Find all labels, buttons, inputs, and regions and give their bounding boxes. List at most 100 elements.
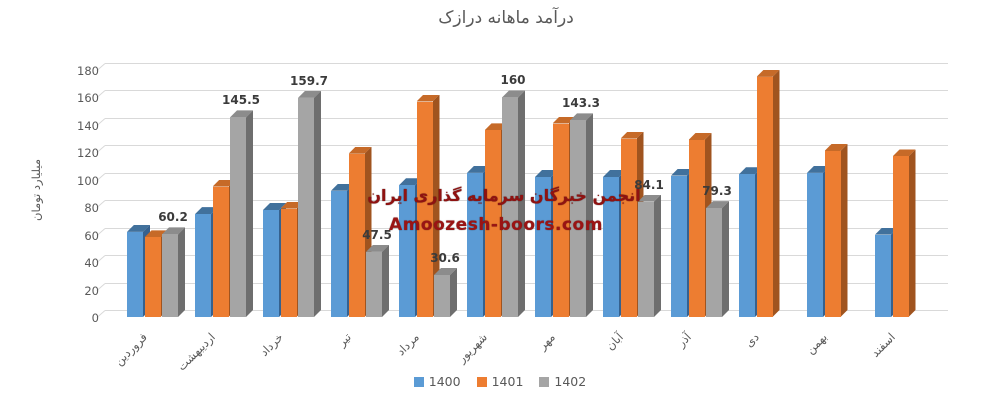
bar-top-face-1401[interactable] — [824, 143, 848, 151]
bar-side-face-1401[interactable] — [773, 70, 780, 317]
bar-top-face-1402[interactable] — [638, 194, 661, 202]
series-bar-1400[interactable] — [603, 177, 619, 317]
series-bar-1401[interactable] — [144, 237, 161, 317]
series-bar-1400[interactable] — [331, 190, 347, 317]
x-axis-tick-label: مرداد — [393, 330, 422, 359]
bar-side-face-1402[interactable] — [314, 91, 321, 317]
legend-swatch-icon — [413, 376, 424, 387]
bar-side-face-1402[interactable] — [246, 110, 253, 317]
bar-top-face-1401[interactable] — [348, 146, 372, 154]
bar-top-face-1401[interactable] — [416, 94, 440, 102]
series-bar-1401[interactable] — [824, 150, 841, 317]
bar-top-face-1401[interactable] — [212, 179, 236, 187]
bar-top-face-1402[interactable] — [434, 268, 457, 275]
bar-top-face-1402[interactable] — [502, 90, 525, 98]
bar-top-face-1400[interactable] — [263, 202, 286, 210]
bar-side-face-1402[interactable] — [382, 245, 389, 317]
bar-side-face-1402[interactable] — [722, 201, 729, 317]
series-bar-1401[interactable] — [892, 156, 909, 317]
x-axis-tick-label: تیر — [334, 330, 354, 350]
bar-top-face-1400[interactable] — [739, 167, 762, 175]
series-bar-1400[interactable] — [399, 185, 415, 317]
y-axis-tick-label: 120 — [77, 146, 99, 161]
series-bar-1401[interactable] — [552, 123, 569, 317]
series-bar-1400[interactable] — [535, 177, 551, 317]
series-bar-1402[interactable] — [230, 117, 246, 317]
bar-top-face-1400[interactable] — [603, 170, 626, 178]
legend-item-1401[interactable]: 1401 — [476, 374, 524, 389]
bar-top-face-1400[interactable] — [467, 165, 490, 173]
bar-top-face-1400[interactable] — [399, 178, 422, 186]
series-bar-1400[interactable] — [127, 231, 143, 317]
series-bar-1401[interactable] — [212, 186, 229, 317]
series-bar-1401[interactable] — [688, 139, 705, 317]
series-bar-1402[interactable] — [638, 201, 654, 317]
series-bar-1401[interactable] — [280, 208, 297, 317]
y-axis-tick-label: 140 — [77, 118, 99, 133]
bar-top-face-1400[interactable] — [195, 207, 218, 215]
bar-side-face-1402[interactable] — [654, 195, 661, 317]
legend-item-1402[interactable]: 1402 — [539, 374, 586, 389]
series-bar-1400[interactable] — [739, 174, 755, 317]
x-axis-tick-label: فروردین — [111, 330, 150, 369]
bar-top-face-1402[interactable] — [366, 244, 389, 252]
bar-top-face-1402[interactable] — [298, 90, 321, 98]
series-bar-1400[interactable] — [875, 234, 891, 317]
bar-top-face-1400[interactable] — [875, 227, 898, 235]
series-bar-1401[interactable] — [416, 101, 433, 317]
legend-item-1400[interactable]: 1400 — [413, 374, 461, 389]
series-bar-1401[interactable] — [484, 130, 501, 317]
x-axis-tick-label: آبان — [603, 330, 626, 353]
bar-top-face-1402[interactable] — [230, 110, 253, 118]
series-bar-1402[interactable] — [706, 208, 722, 317]
bar-top-face-1401[interactable] — [552, 116, 576, 124]
bar-top-face-1401[interactable] — [484, 123, 508, 131]
bar-top-face-1401[interactable] — [620, 131, 644, 139]
bar-side-face-1401[interactable] — [841, 144, 848, 317]
series-bar-1402[interactable] — [502, 97, 518, 317]
gridline — [105, 200, 948, 202]
bar-side-face-1401[interactable] — [365, 147, 372, 317]
x-axis-tick-label: شهریور — [454, 330, 490, 366]
legend-label: 1401 — [491, 374, 524, 389]
series-bar-1402[interactable] — [434, 275, 450, 317]
bar-top-face-1402[interactable] — [570, 113, 593, 121]
bar-top-face-1400[interactable] — [807, 165, 830, 173]
series-bar-1400[interactable] — [195, 214, 211, 317]
chart-legend: 1400 1401 1402 — [8, 374, 984, 389]
bar-side-face-1401[interactable] — [909, 149, 916, 317]
bar-side-face-1402[interactable] — [586, 113, 593, 317]
bar-top-face-1400[interactable] — [671, 168, 694, 176]
bar-top-face-1400[interactable] — [535, 170, 558, 178]
series-bar-1402[interactable] — [366, 251, 382, 317]
bar-side-face-1402[interactable] — [518, 90, 525, 317]
series-bar-1402[interactable] — [298, 97, 314, 317]
series-bar-1401[interactable] — [620, 138, 637, 317]
bar-top-face-1402[interactable] — [706, 201, 729, 209]
bar-top-face-1402[interactable] — [162, 227, 185, 235]
data-label: 60.2 — [158, 210, 188, 225]
bar-top-face-1401[interactable] — [144, 230, 168, 238]
series-bar-1401[interactable] — [348, 153, 365, 317]
series-bar-1402[interactable] — [570, 120, 586, 317]
legend-swatch-icon — [476, 376, 487, 387]
y-axis-tick-label: 100 — [77, 173, 99, 188]
series-bar-1400[interactable] — [263, 209, 279, 317]
y-axis-tick-label: 60 — [84, 228, 99, 243]
series-bar-1400[interactable] — [467, 172, 483, 317]
bar-top-face-1401[interactable] — [892, 149, 916, 157]
bar-top-face-1400[interactable] — [331, 183, 354, 191]
bar-top-face-1400[interactable] — [127, 224, 150, 232]
series-bar-1400[interactable] — [807, 172, 823, 317]
series-bar-1402[interactable] — [162, 234, 178, 317]
bar-side-face-1402[interactable] — [178, 227, 185, 317]
gridline — [105, 117, 948, 119]
bar-top-face-1401[interactable] — [688, 132, 712, 140]
series-bar-1401[interactable] — [756, 76, 773, 317]
bar-top-face-1401[interactable] — [280, 201, 304, 209]
data-label: 30.6 — [430, 251, 460, 265]
series-bar-1400[interactable] — [671, 175, 687, 317]
bar-side-face-1402[interactable] — [450, 268, 457, 317]
bar-top-face-1401[interactable] — [756, 69, 780, 77]
bar-side-face-1401[interactable] — [433, 95, 440, 317]
